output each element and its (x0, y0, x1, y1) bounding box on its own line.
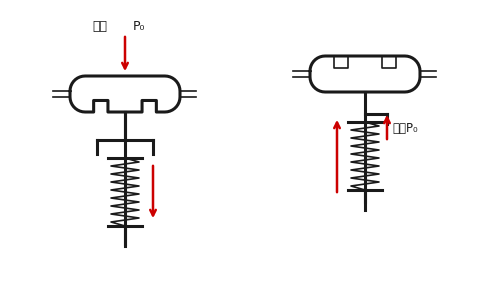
Text: 气源: 气源 (92, 20, 107, 32)
Text: 气源P₀: 气源P₀ (392, 122, 418, 135)
Text: P₀: P₀ (133, 20, 145, 32)
